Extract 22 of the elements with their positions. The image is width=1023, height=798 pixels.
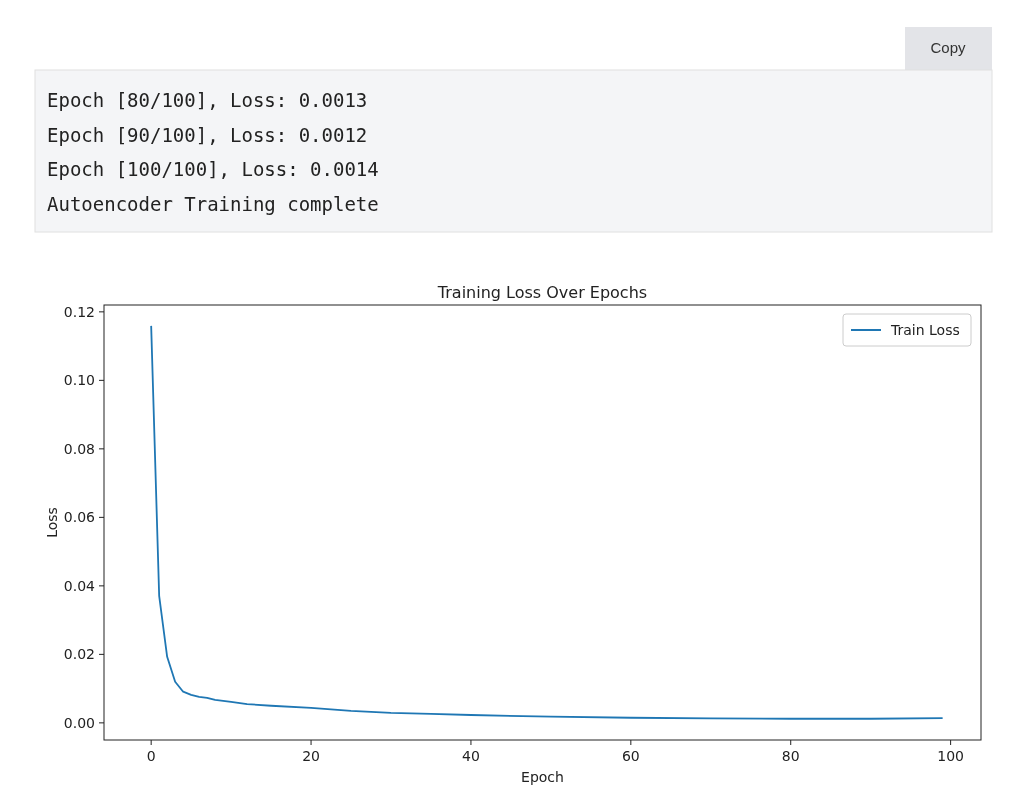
x-tick-label: 100 [937, 748, 964, 764]
y-tick-label: 0.00 [63, 714, 95, 731]
x-tick-label: 20 [302, 748, 320, 764]
text: Epoch [80/100], Loss: 0.0013 [47, 89, 368, 111]
chart-title: Training Loss Over Epochs [436, 283, 648, 302]
legend-label: Train Loss [890, 322, 960, 338]
x-tick-label: 0 [146, 748, 156, 764]
x-axis-title: Epoch [521, 769, 564, 785]
text: Copy [930, 39, 966, 56]
y-axis-title: Loss [44, 507, 60, 538]
x-tick-label: 60 [621, 748, 640, 764]
text: Autoencoder Training complete [47, 192, 379, 215]
y-tick-label: 0.06 [63, 509, 96, 526]
y-tick-label: 0.04 [63, 577, 96, 594]
y-tick-label: 0.08 [63, 440, 95, 457]
y-tick-label: 0.12 [63, 303, 95, 320]
y-tick-label: 0.02 [63, 646, 95, 663]
x-tick-label: 40 [462, 748, 480, 764]
text: Epoch [90/100], Loss: 0.0012 [47, 123, 368, 146]
x-tick-label: 80 [781, 748, 800, 764]
text: Epoch [100/100], Loss: 0.0014 [47, 158, 379, 180]
y-tick-label: 0.10 [63, 372, 95, 389]
